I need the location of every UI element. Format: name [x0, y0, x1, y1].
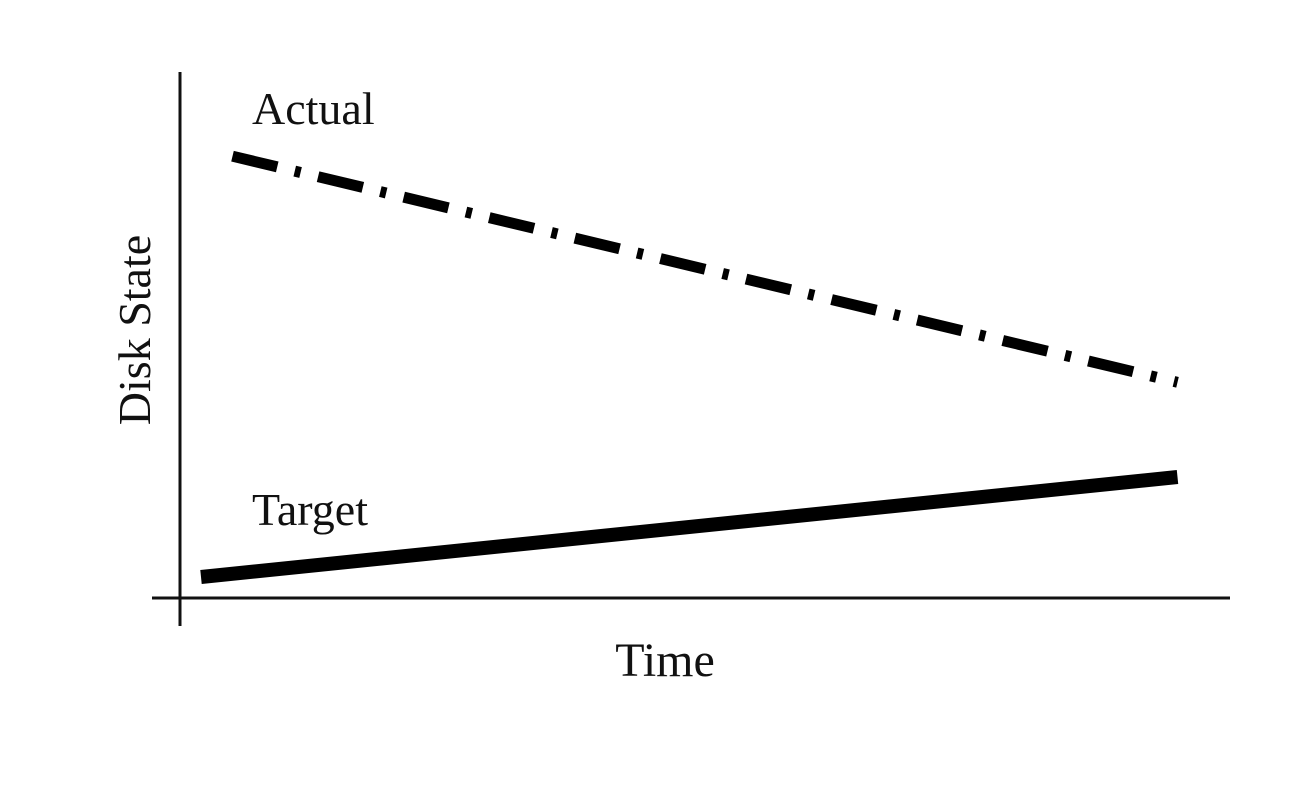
axes	[152, 72, 1230, 626]
x-axis-label: Time	[615, 634, 715, 687]
series-label-target: Target	[252, 484, 368, 535]
series-layer	[200, 150, 1179, 584]
series-line-actual	[231, 150, 1179, 388]
series-label-actual: Actual	[252, 83, 375, 134]
labels-layer: Time Disk State Actual Target	[109, 83, 715, 687]
y-axis-label: Disk State	[109, 235, 160, 425]
series-line-target	[200, 470, 1179, 584]
